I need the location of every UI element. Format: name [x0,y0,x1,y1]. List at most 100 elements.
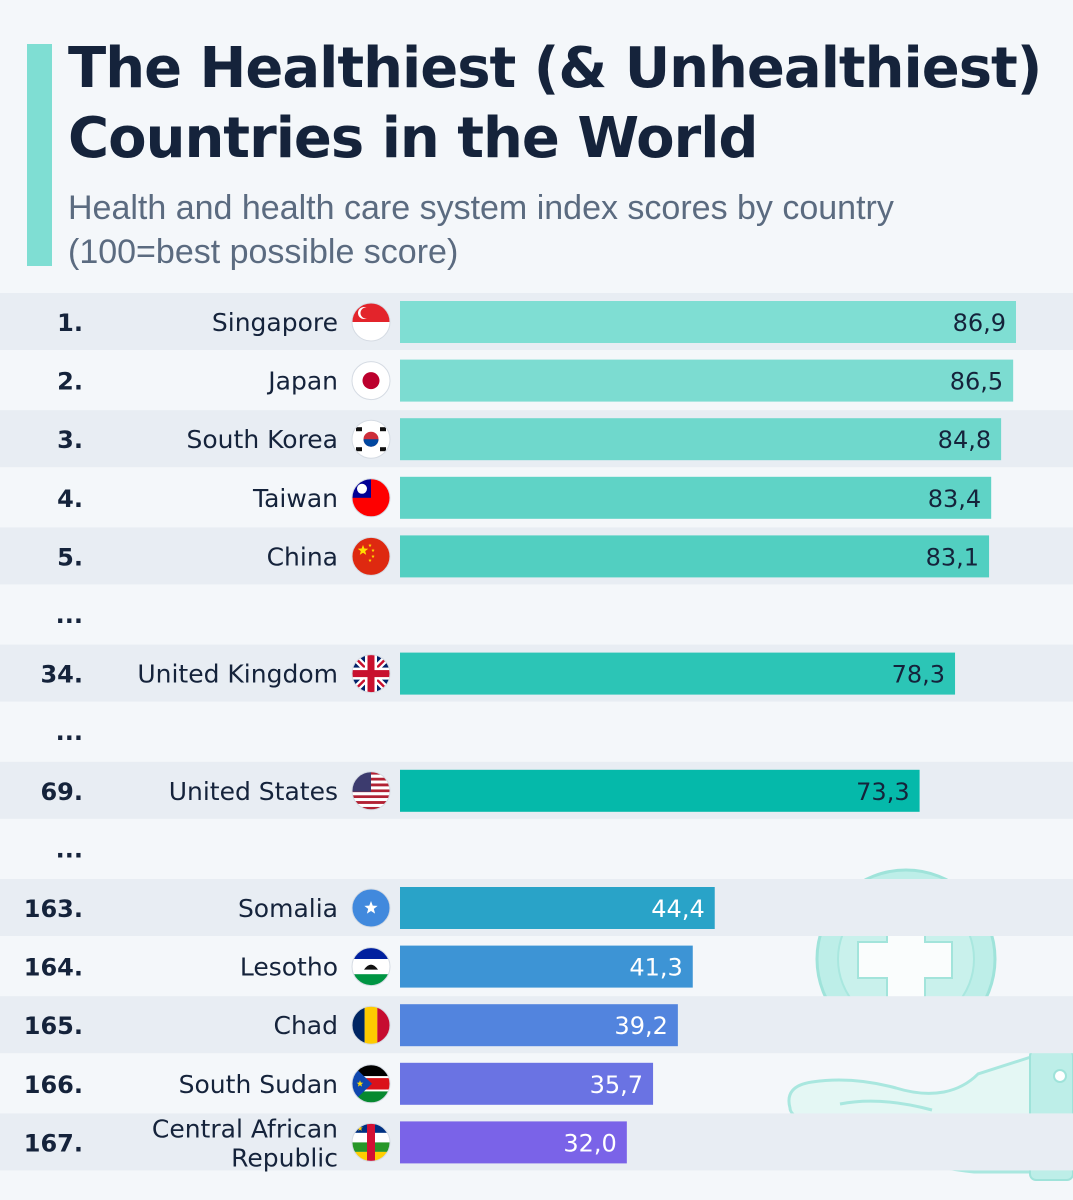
japan-flag [352,361,390,400]
country-label-line-1: Central African [152,1114,338,1143]
lesotho-flag [352,947,390,986]
stripe-red [352,806,390,810]
yellow-star [357,1125,363,1131]
bar [400,301,1016,343]
mokorotlo-hat [364,964,378,970]
singapore-flag [352,303,390,341]
flag-part [352,537,390,576]
bar [400,945,693,988]
flag-outline [351,1122,391,1162]
central-african-republic-flag [352,1123,390,1162]
flag-part [352,974,390,986]
flag-outline [351,771,391,811]
rank-label: 3. [57,426,83,454]
flag-part [364,1006,378,1045]
rank-label: 34. [40,661,83,689]
white-sun [357,483,367,494]
flag-outline [351,1064,391,1104]
country-label: United Kingdom [137,660,338,689]
flag-outline [351,888,391,928]
bar [400,652,956,695]
flag-outline [351,419,391,459]
flag-outline [351,361,391,401]
gap-ellipsis: ... [56,718,83,746]
rank-label: 164. [24,954,83,982]
country-label: China [267,542,338,571]
country-label: United States [169,777,338,806]
rank-label: 166. [24,1071,83,1099]
title-line-1: The Healthiest (& Unhealthiest) [68,36,1042,101]
flag-outline [351,1005,391,1045]
subtitle-line-2: (100=best possible score) [68,233,459,271]
country-label: Singapore [212,308,338,337]
trigram [356,427,362,432]
data-label: 39,2 [614,1012,667,1040]
flag-part [352,1089,390,1092]
chad-flag [352,1006,390,1045]
big-star [357,544,369,555]
flag-outline [351,302,391,342]
vertical-red-band [367,1123,375,1162]
bar [400,535,990,578]
south-sudan-flag [352,1064,390,1103]
small-star [368,543,372,547]
flag-outline [351,536,391,576]
data-label: 32,0 [563,1129,616,1157]
title-line-2: Countries in the World [68,106,759,171]
south-korea-flag [352,420,390,459]
stripe-red [352,795,390,799]
country-label-line-2: Republic [231,1143,338,1172]
taeguk-bottom [363,439,379,447]
rank-label: 163. [24,895,83,923]
data-label: 73,3 [856,778,909,806]
country-label: Chad [274,1011,339,1040]
flag-part [352,670,390,678]
flag-outline [351,478,391,518]
bar [400,1121,627,1164]
rank-label: 1. [57,309,83,337]
somalia-flag [352,889,390,927]
united-kingdom-flag [352,654,390,693]
trigram [356,447,362,452]
flag-part [352,1076,390,1079]
flag-part [352,947,390,959]
bar [400,476,992,519]
stripe-white [352,798,390,802]
rank-label: 165. [24,1012,83,1040]
country-label: Taiwan [252,484,338,513]
flag-part [352,1091,390,1103]
flag-part [377,1006,390,1045]
data-label: 44,4 [651,895,704,923]
country-label: South Korea [187,425,338,454]
bar [400,769,920,812]
rank-label: 4. [57,485,83,513]
rank-label: 5. [57,543,83,571]
flag-part [352,1006,365,1045]
sun-disc [362,372,380,390]
flag-outline [351,947,391,987]
country-label: Lesotho [240,953,338,982]
flag-part [352,322,390,341]
stripe-red [352,801,390,804]
bar [400,359,1014,402]
small-star [371,554,375,558]
gap-ellipsis: ... [56,835,83,863]
data-label: 86,9 [953,309,1006,337]
subtitle-line-1: Health and health care system index scor… [68,189,894,227]
blue-triangle [352,1064,372,1103]
trigram [380,447,386,452]
bar [400,1004,678,1047]
small-star [368,558,372,562]
page-title: The Healthiest (& Unhealthiest) Countrie… [68,34,1068,174]
crescent-cut [360,307,372,319]
data-label: 86,5 [950,368,1003,396]
data-label: 83,4 [928,485,981,513]
china-flag [352,537,390,576]
data-label: 41,3 [629,954,682,982]
data-label: 78,3 [892,661,945,689]
flag-outline [351,654,391,694]
gap-ellipsis: ... [56,601,83,629]
bar [400,1062,654,1105]
